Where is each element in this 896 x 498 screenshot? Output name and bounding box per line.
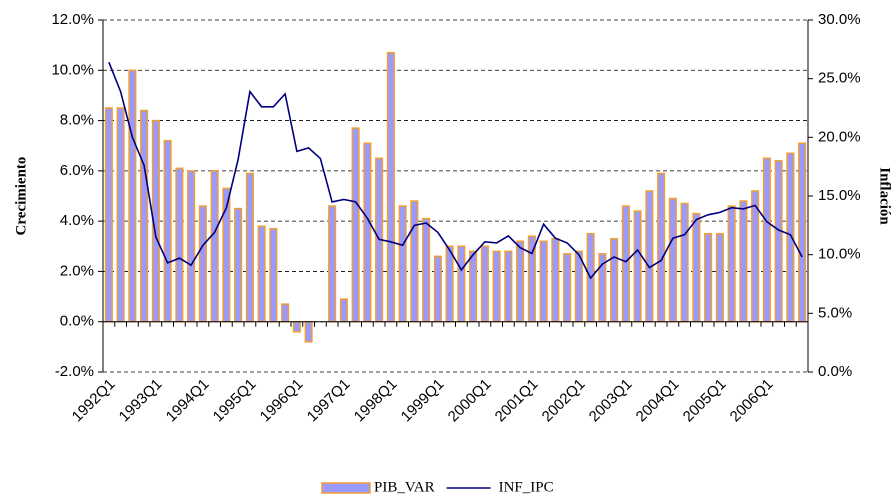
- y-tick-label: 10.0%: [51, 61, 94, 78]
- x-tick-label: 2000Q1: [445, 376, 495, 426]
- bar: [457, 245, 466, 323]
- x-tick-label: 1998Q1: [351, 376, 401, 426]
- y2-tick-label: 10.0%: [818, 246, 861, 263]
- bar: [715, 232, 724, 323]
- bar: [398, 205, 407, 323]
- bar: [386, 51, 395, 323]
- y-tick-label: 8.0%: [60, 112, 94, 129]
- y-tick-label: -2.0%: [55, 363, 94, 380]
- y-tick-label: 12.0%: [51, 11, 94, 28]
- bar: [328, 205, 337, 323]
- y-tick-label: 0.0%: [60, 313, 94, 330]
- x-tick-label: 1994Q1: [163, 376, 213, 426]
- bar: [657, 172, 666, 323]
- line: [108, 61, 803, 280]
- bar: [563, 253, 572, 323]
- bar: [621, 205, 630, 323]
- bar: [668, 197, 677, 323]
- bar: [104, 107, 113, 323]
- x-tick-label: 2004Q1: [633, 376, 683, 426]
- legend-label: PIB_VAR: [374, 479, 435, 495]
- y2-axis-title: Inflación: [877, 167, 893, 225]
- bar: [187, 170, 196, 323]
- bar: [304, 320, 313, 343]
- x-tick-label: 2001Q1: [492, 376, 542, 426]
- bar: [645, 190, 654, 323]
- bar: [292, 320, 301, 333]
- bar: [504, 250, 513, 323]
- bar: [751, 190, 760, 323]
- bar: [422, 217, 431, 323]
- bar: [339, 298, 348, 323]
- y-tick-label: 2.0%: [60, 262, 94, 279]
- bar: [175, 167, 184, 323]
- bar: [269, 227, 278, 323]
- y-tick-label: 6.0%: [60, 162, 94, 179]
- bar: [539, 240, 548, 323]
- bar: [551, 237, 560, 323]
- x-tick-label: 2005Q1: [680, 376, 730, 426]
- x-tick-label: 2002Q1: [539, 376, 589, 426]
- bar: [433, 255, 442, 323]
- bar: [363, 142, 372, 323]
- y2-tick-label: 0.0%: [818, 363, 852, 380]
- x-tick-label: 2006Q1: [727, 376, 777, 426]
- bar: [281, 303, 290, 323]
- bar: [198, 205, 207, 323]
- bar: [351, 127, 360, 323]
- x-tick-label: 2003Q1: [586, 376, 636, 426]
- bar: [116, 107, 125, 323]
- bar: [739, 200, 748, 323]
- x-tick-label: 1992Q1: [69, 376, 119, 426]
- bar: [574, 250, 583, 323]
- x-tick-label: 1995Q1: [210, 376, 260, 426]
- x-tick-label: 1997Q1: [304, 376, 354, 426]
- y2-tick-label: 30.0%: [818, 11, 861, 28]
- bar: [128, 69, 137, 323]
- bar: [234, 207, 243, 323]
- legend-swatch: [321, 482, 371, 494]
- bar: [704, 232, 713, 323]
- bar: [762, 157, 771, 323]
- x-tick-label: 1993Q1: [116, 376, 166, 426]
- bar: [516, 240, 525, 323]
- bar: [469, 250, 478, 323]
- bar: [163, 139, 172, 323]
- y-axis-title: Crecimiento: [13, 157, 29, 236]
- x-tick-label: 1999Q1: [398, 376, 448, 426]
- bar: [245, 172, 254, 323]
- bar: [633, 210, 642, 323]
- y2-tick-label: 15.0%: [818, 187, 861, 204]
- bar: [680, 202, 689, 323]
- x-tick-label: 1996Q1: [257, 376, 307, 426]
- bar: [610, 237, 619, 323]
- bar: [210, 170, 219, 323]
- y2-tick-label: 5.0%: [818, 304, 852, 321]
- bar: [774, 160, 783, 323]
- bar: [492, 250, 501, 323]
- bar: [692, 212, 701, 323]
- bar: [257, 225, 266, 323]
- legend-label: INF_IPC: [499, 479, 554, 495]
- bar: [727, 205, 736, 323]
- bar: [410, 200, 419, 323]
- y-tick-label: 4.0%: [60, 212, 94, 229]
- y2-tick-label: 20.0%: [818, 128, 861, 145]
- bar: [140, 109, 149, 323]
- y2-tick-label: 25.0%: [818, 70, 861, 87]
- bar: [445, 245, 454, 323]
- bar: [798, 142, 807, 323]
- bar: [480, 245, 489, 323]
